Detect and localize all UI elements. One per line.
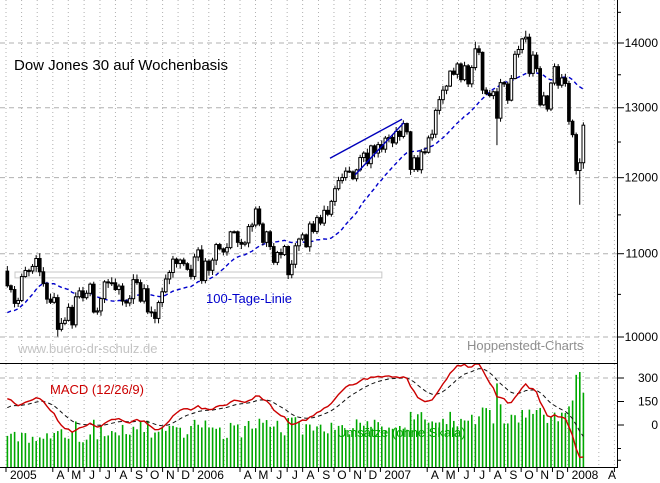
svg-text:A: A [57,468,65,482]
svg-text:14000: 14000 [625,36,659,50]
svg-text:A: A [244,468,252,482]
svg-text:A: A [494,468,502,482]
volume-label: Umsätze (ohne Skala) [337,425,466,440]
svg-text:J: J [105,468,111,482]
svg-text:M: M [71,468,81,482]
svg-text:A: A [119,468,127,482]
svg-text:10000: 10000 [625,330,659,344]
svg-text:D: D [369,468,378,482]
svg-text:300: 300 [638,371,658,385]
svg-text:2005: 2005 [10,468,37,482]
svg-text:J: J [292,468,298,482]
svg-text:J: J [276,468,282,482]
watermark-site: www.buero-dr-schulz.de [18,341,158,356]
svg-text:2007: 2007 [384,468,411,482]
svg-text:S: S [509,468,517,482]
svg-text:S: S [135,468,143,482]
svg-text:J: J [463,468,469,482]
svg-text:D: D [556,468,565,482]
svg-text:11000: 11000 [626,247,659,261]
svg-text:N: N [540,468,549,482]
watermark-provider: Hoppenstedt-Charts [467,338,584,353]
svg-text:12000: 12000 [625,171,659,185]
svg-text:N: N [166,468,175,482]
svg-text:A: A [431,468,439,482]
svg-text:150: 150 [638,394,658,408]
chart-title: Dow Jones 30 auf Wochenbasis [14,57,229,74]
svg-text:O: O [150,468,159,482]
svg-text:M: M [258,468,268,482]
svg-text:2008: 2008 [572,468,599,482]
macd-indicator-label: MACD (12/26/9) [50,382,144,397]
svg-text:J: J [479,468,485,482]
svg-text:O: O [337,468,346,482]
svg-text:O: O [524,468,533,482]
svg-text:13000: 13000 [625,101,659,115]
svg-text:J: J [89,468,95,482]
svg-text:A: A [608,468,616,482]
svg-text:N: N [353,468,362,482]
svg-text:D: D [181,468,190,482]
svg-text:0: 0 [651,418,658,432]
svg-text:S: S [322,468,330,482]
ma100-line-label: 100-Tage-Linie [206,291,293,306]
svg-text:2006: 2006 [197,468,224,482]
svg-text:M: M [446,468,456,482]
svg-text:A: A [307,468,315,482]
